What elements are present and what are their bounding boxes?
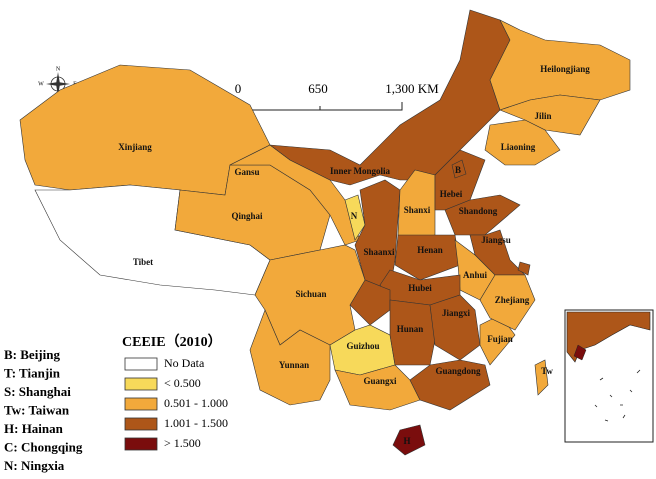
province-label: Guangdong bbox=[435, 366, 481, 376]
province-label: H bbox=[403, 436, 410, 446]
scale-label: 650 bbox=[308, 81, 328, 96]
province-label: Anhui bbox=[463, 270, 488, 280]
province bbox=[479, 274, 536, 331]
province-label: Henan bbox=[417, 245, 443, 255]
province bbox=[534, 359, 549, 396]
province-label: B bbox=[455, 165, 461, 175]
province-label: Jiangsu bbox=[481, 235, 511, 245]
province-label: Tw bbox=[541, 366, 553, 376]
province bbox=[517, 261, 531, 276]
province-label: Liaoning bbox=[501, 142, 536, 152]
province bbox=[484, 119, 561, 166]
province-label: Jiangxi bbox=[442, 308, 471, 318]
province bbox=[249, 309, 331, 406]
province-label: Sichuan bbox=[295, 289, 326, 299]
province bbox=[409, 359, 491, 411]
province-label: Heilongjiang bbox=[540, 64, 590, 74]
compass-w: W bbox=[38, 81, 44, 87]
province-label: Tibet bbox=[133, 257, 153, 267]
province bbox=[451, 159, 467, 179]
province-label: Fujian bbox=[487, 334, 513, 344]
abbreviation-key: B: Beijing T: Tianjin S: Shanghai Tw: Taiwa… bbox=[4, 347, 83, 473]
compass-n: N bbox=[56, 66, 61, 72]
province-label: Shaanxi bbox=[363, 247, 395, 257]
legend-label: No Data bbox=[164, 356, 205, 370]
province-label: Jilin bbox=[534, 111, 551, 121]
province-label: Guizhou bbox=[346, 341, 379, 351]
province-label: Shandong bbox=[459, 206, 498, 216]
legend-swatch bbox=[124, 437, 158, 451]
province-label: Zhejiang bbox=[495, 295, 530, 305]
key-entry: Tw: Taiwan bbox=[4, 402, 70, 417]
compass bbox=[46, 72, 70, 96]
province bbox=[429, 294, 481, 361]
legend-swatch bbox=[124, 377, 158, 391]
key-entry: H: Hainan bbox=[4, 421, 64, 436]
legend-title: CEEIE（2010） bbox=[122, 334, 222, 350]
key-entry: T: Tianjin bbox=[4, 365, 61, 380]
legend-label: < 0.500 bbox=[164, 376, 201, 390]
province-label: Hebei bbox=[440, 189, 463, 199]
legend-swatch bbox=[124, 417, 158, 431]
legend: No Data < 0.500 0.501 - 1.000 1.001 - 1.500… bbox=[124, 356, 228, 451]
inset bbox=[564, 309, 654, 443]
province-label: Yunnan bbox=[279, 360, 309, 370]
province-label: Hubei bbox=[408, 283, 432, 293]
key-entry: B: Beijing bbox=[4, 347, 60, 362]
regions: Xinjiang Tibet Qinghai Gansu Inner Mongolia H… bbox=[19, 9, 631, 456]
province-label: Guangxi bbox=[363, 376, 397, 386]
key-entry: C: Chongqing bbox=[4, 439, 83, 454]
province bbox=[394, 234, 461, 281]
province-label: N bbox=[351, 211, 358, 221]
legend-swatch bbox=[124, 357, 158, 371]
legend-swatch bbox=[124, 397, 158, 411]
legend-label: 1.001 - 1.500 bbox=[164, 416, 228, 430]
key-entry: N: Ningxia bbox=[4, 458, 65, 473]
province-label: Hunan bbox=[397, 324, 424, 334]
scale-label: 1,300 KM bbox=[385, 81, 439, 96]
province-label: Xinjiang bbox=[118, 142, 152, 152]
province-label: Shanxi bbox=[404, 205, 431, 215]
legend-label: 0.501 - 1.000 bbox=[164, 396, 228, 410]
province-label: Inner Mongolia bbox=[330, 166, 391, 176]
key-entry: S: Shanghai bbox=[4, 384, 71, 399]
legend-label: > 1.500 bbox=[164, 436, 201, 450]
scale-label: 0 bbox=[235, 81, 242, 96]
province bbox=[392, 424, 426, 456]
scale-bar bbox=[237, 102, 403, 111]
province-label: Gansu bbox=[234, 167, 259, 177]
province-label: Qinghai bbox=[231, 211, 263, 221]
